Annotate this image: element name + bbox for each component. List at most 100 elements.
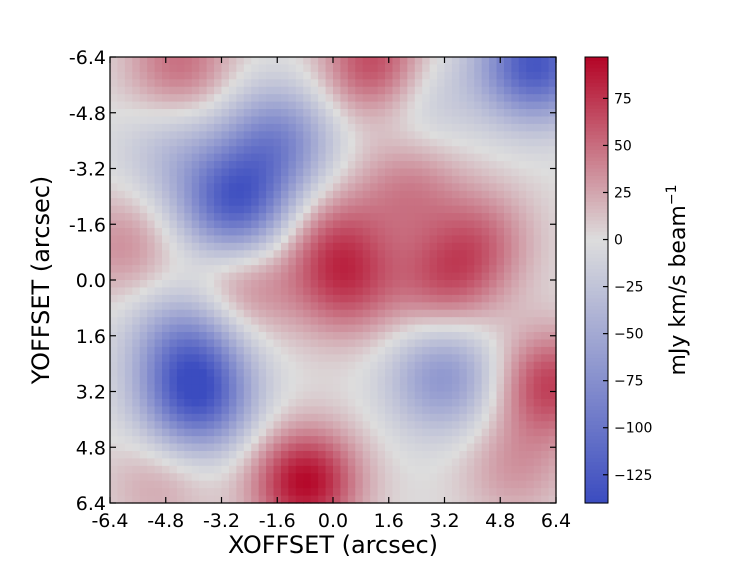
heatmap-cell — [526, 235, 535, 244]
heatmap-cell — [154, 235, 163, 244]
heatmap-cell — [154, 71, 163, 80]
heatmap-cell — [310, 131, 319, 140]
heatmap-cell — [214, 294, 223, 303]
heatmap-cell — [154, 183, 163, 192]
heatmap-cell — [236, 71, 245, 80]
heatmap-cell — [355, 153, 364, 162]
heatmap-cell — [541, 369, 550, 378]
heatmap-cell — [503, 257, 512, 266]
heatmap-cell — [325, 86, 334, 95]
heatmap-cell — [318, 458, 327, 467]
heatmap-cell — [295, 473, 304, 482]
heatmap-cell — [139, 376, 148, 385]
colorbar-cell — [585, 257, 608, 263]
heatmap-cell — [451, 294, 460, 303]
heatmap-cell — [132, 190, 141, 199]
heatmap-cell — [437, 57, 446, 66]
heatmap-cell — [407, 220, 416, 229]
heatmap-cell — [147, 138, 156, 147]
heatmap-cell — [333, 116, 342, 125]
heatmap-cell — [228, 354, 237, 363]
heatmap-cell — [548, 138, 557, 147]
heatmap-cell — [451, 391, 460, 400]
heatmap-cell — [266, 488, 275, 497]
heatmap-cell — [325, 302, 334, 311]
heatmap-cell — [548, 161, 557, 170]
heatmap-cell — [407, 123, 416, 132]
heatmap-cell — [548, 361, 557, 370]
heatmap-cell — [340, 94, 349, 103]
heatmap-cell — [124, 421, 133, 430]
heatmap-cell — [258, 294, 267, 303]
heatmap-cell — [228, 242, 237, 251]
heatmap-cell — [266, 257, 275, 266]
heatmap-cell — [422, 480, 431, 489]
heatmap-cell — [228, 227, 237, 236]
heatmap-cell — [347, 324, 356, 333]
heatmap-cell — [459, 465, 468, 474]
heatmap-cell — [347, 153, 356, 162]
heatmap-cell — [214, 317, 223, 326]
heatmap-cell — [526, 339, 535, 348]
heatmap-cell — [362, 71, 371, 80]
heatmap-cell — [266, 183, 275, 192]
heatmap-cell — [139, 94, 148, 103]
heatmap-cell — [503, 71, 512, 80]
heatmap-cell — [273, 235, 282, 244]
heatmap-cell — [124, 332, 133, 341]
heatmap-cell — [362, 183, 371, 192]
heatmap-cell — [451, 86, 460, 95]
heatmap-cell — [466, 465, 475, 474]
heatmap-cell — [310, 175, 319, 184]
heatmap-cell — [169, 317, 178, 326]
heatmap-cell — [236, 332, 245, 341]
heatmap-cell — [362, 488, 371, 497]
heatmap-cell — [199, 443, 208, 452]
heatmap-cell — [399, 398, 408, 407]
heatmap-cell — [228, 235, 237, 244]
heatmap-cell — [407, 57, 416, 66]
heatmap-cell — [273, 101, 282, 110]
heatmap-cell — [437, 332, 446, 341]
heatmap-cell — [236, 138, 245, 147]
heatmap-cell — [288, 369, 297, 378]
heatmap-cell — [139, 265, 148, 274]
heatmap-cell — [533, 168, 542, 177]
heatmap-cell — [533, 153, 542, 162]
heatmap-cell — [221, 421, 230, 430]
heatmap-cell — [132, 480, 141, 489]
colorbar-cell — [585, 205, 608, 210]
colorbar-cell — [585, 450, 608, 456]
heatmap-cell — [541, 161, 550, 170]
heatmap-cell — [154, 413, 163, 422]
heatmap-cell — [110, 205, 119, 214]
heatmap-cell — [392, 421, 401, 430]
colorbar-cell — [585, 480, 608, 486]
heatmap-cell — [169, 101, 178, 110]
heatmap-cell — [191, 280, 200, 289]
heatmap-cell — [154, 116, 163, 125]
heatmap-cell — [407, 436, 416, 445]
heatmap-cell — [199, 287, 208, 296]
heatmap-cell — [132, 280, 141, 289]
heatmap-cell — [228, 458, 237, 467]
heatmap-cell — [541, 183, 550, 192]
heatmap-cell — [318, 138, 327, 147]
heatmap-cell — [377, 280, 386, 289]
heatmap-cell — [466, 421, 475, 430]
heatmap-cell — [154, 272, 163, 281]
heatmap-cell — [162, 450, 171, 459]
heatmap-cell — [154, 465, 163, 474]
heatmap-cell — [303, 332, 312, 341]
heatmap-cell — [318, 205, 327, 214]
heatmap-cell — [333, 413, 342, 422]
heatmap-cell — [258, 287, 267, 296]
heatmap-cell — [206, 131, 215, 140]
heatmap-cell — [251, 242, 260, 251]
heatmap-cell — [347, 190, 356, 199]
heatmap-cell — [533, 398, 542, 407]
heatmap-cell — [318, 227, 327, 236]
heatmap-cell — [191, 116, 200, 125]
colorbar-cell — [585, 175, 608, 181]
heatmap-cell — [184, 86, 193, 95]
